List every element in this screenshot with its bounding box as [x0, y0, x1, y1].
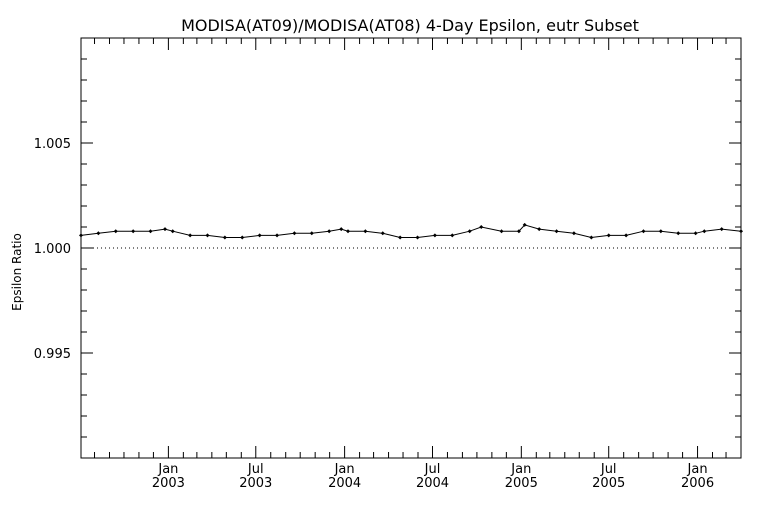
data-point	[163, 227, 168, 232]
data-point	[327, 229, 332, 234]
x-tick-label-year: 2004	[416, 476, 449, 491]
data-point	[170, 229, 175, 234]
y-tick-label: 1.000	[34, 242, 71, 257]
data-point	[205, 233, 210, 238]
y-axis-ticks: 0.995 1.000 1.005	[34, 58, 741, 438]
data-point	[148, 229, 153, 234]
x-tick-label-year: 2003	[239, 476, 272, 491]
plot-frame	[80, 37, 742, 459]
data-point	[79, 233, 83, 238]
data-point	[96, 231, 101, 236]
y-tick-label: 0.995	[34, 347, 71, 362]
data-point	[467, 229, 472, 234]
data-point	[676, 231, 681, 236]
x-tick-label-month: Jul	[424, 462, 441, 477]
data-point	[606, 233, 611, 238]
x-tick-label-year: 2005	[592, 476, 625, 491]
data-point	[693, 231, 698, 236]
data-point	[554, 229, 559, 234]
y-tick-label: 1.005	[34, 137, 71, 152]
data-point	[537, 227, 542, 232]
x-tick-label-year: 2005	[505, 476, 538, 491]
x-tick-label-year: 2003	[152, 476, 185, 491]
data-point	[240, 235, 245, 240]
x-tick-label-month: Jan	[510, 462, 531, 477]
x-tick-label-month: Jul	[600, 462, 617, 477]
data-point	[719, 227, 724, 232]
data-point	[257, 233, 262, 238]
data-point	[589, 235, 594, 240]
data-point	[275, 233, 280, 238]
data-point	[188, 233, 193, 238]
x-axis-ticks: Jan2003Jul2003Jan2004Jul2004Jan2005Jul20…	[94, 38, 727, 491]
data-point	[222, 235, 227, 240]
data-point	[345, 229, 350, 234]
data-point	[450, 233, 455, 238]
data-point	[398, 235, 403, 240]
data-point	[658, 229, 663, 234]
data-point	[499, 229, 504, 234]
data-point	[479, 225, 484, 229]
x-tick-label-month: Jul	[247, 462, 264, 477]
data-point	[380, 231, 385, 236]
series-points	[79, 222, 743, 240]
data-point	[309, 231, 314, 236]
data-point	[292, 231, 297, 236]
data-point	[363, 229, 368, 234]
data-point	[516, 229, 521, 234]
series-line	[80, 224, 742, 239]
x-tick-label-year: 2006	[681, 476, 714, 491]
data-point	[624, 233, 629, 238]
data-point	[641, 229, 646, 234]
chart-title: MODISA(AT09)/MODISA(AT08) 4-Day Epsilon,…	[181, 16, 639, 35]
data-point	[113, 229, 118, 234]
data-point	[415, 235, 420, 240]
data-point	[339, 227, 344, 232]
x-tick-label-year: 2004	[328, 476, 361, 491]
data-point	[432, 233, 437, 238]
data-point	[739, 229, 743, 234]
data-point	[522, 222, 527, 227]
x-tick-label-month: Jan	[157, 462, 178, 477]
y-axis-label: Epsilon Ratio	[10, 233, 24, 311]
x-tick-label-month: Jan	[687, 462, 708, 477]
x-tick-label-month: Jan	[334, 462, 355, 477]
data-point	[571, 231, 576, 236]
data-point	[131, 229, 136, 234]
data-point	[702, 229, 707, 234]
